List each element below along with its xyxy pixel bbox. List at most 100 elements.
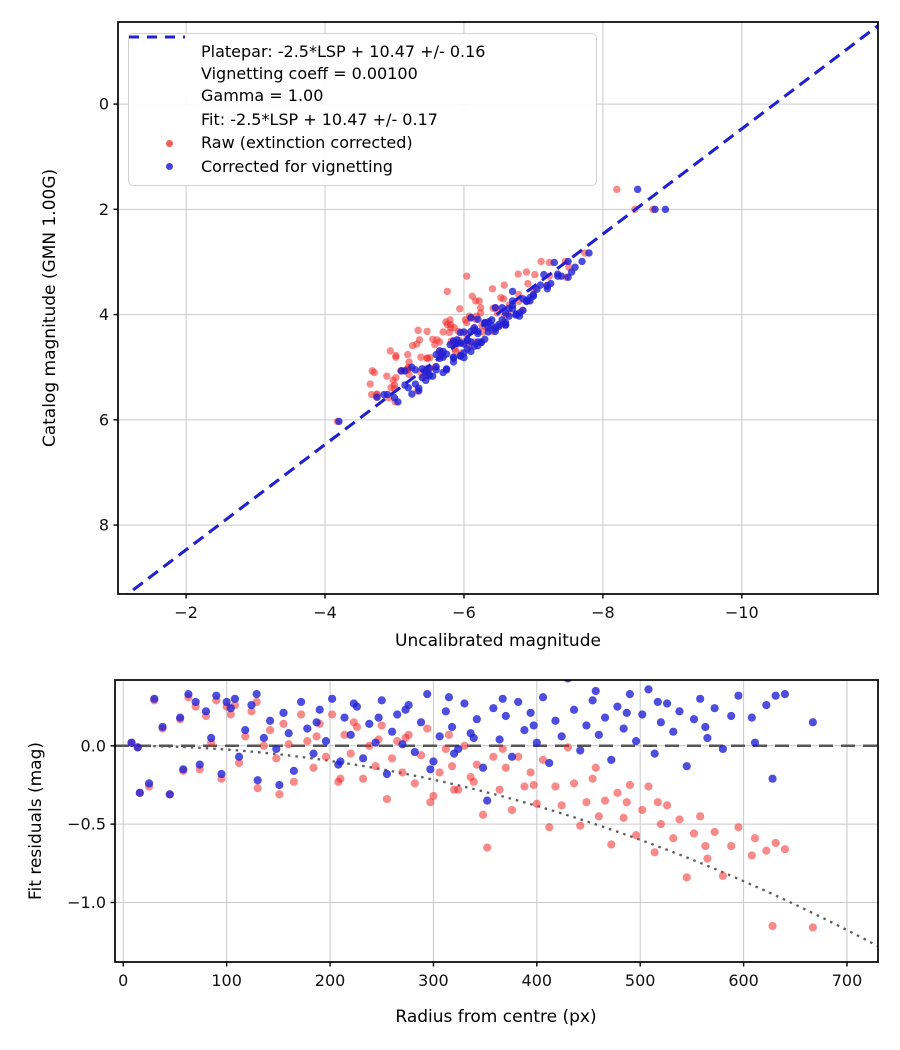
raw-residual-point xyxy=(226,710,235,719)
corrected-residual-point xyxy=(638,710,647,719)
corrected-data-point xyxy=(505,312,513,320)
corrected-data-point xyxy=(494,320,503,329)
raw-residual-point xyxy=(416,751,426,760)
corrected-residual-point xyxy=(145,779,154,788)
corrected-data-point xyxy=(529,292,538,300)
raw-residual-point xyxy=(444,730,454,739)
corrected-residual-point xyxy=(191,697,200,707)
corrected-data-point xyxy=(390,394,399,402)
raw-data-point xyxy=(435,338,444,346)
corrected-data-point xyxy=(373,393,381,401)
x-tick-label: −6 xyxy=(452,603,476,622)
y-tick-label: 8 xyxy=(99,516,109,535)
corrected-residual-point xyxy=(359,754,368,763)
raw-residual-point xyxy=(750,834,760,843)
plot-content-group xyxy=(115,680,878,948)
raw-residual-point xyxy=(594,812,603,821)
y-tick-label: 2 xyxy=(99,200,109,219)
raw-residual-point xyxy=(689,829,699,838)
corrected-residual-point xyxy=(393,710,402,719)
raw-residual-point xyxy=(569,779,579,788)
raw-residual-point xyxy=(404,730,413,739)
corrected-residual-point xyxy=(576,746,585,755)
corrected-residual-point xyxy=(734,691,743,700)
corrected-data-point xyxy=(383,390,392,399)
raw-data-point xyxy=(537,257,545,266)
raw-residual-point xyxy=(650,848,659,857)
raw-residual-point xyxy=(241,732,250,741)
corrected-data-point xyxy=(467,347,475,356)
corrected-residual-point xyxy=(551,716,560,725)
raw-data-point xyxy=(497,294,505,302)
corrected-residual-point xyxy=(514,697,523,707)
raw-residual-point xyxy=(653,798,662,807)
corrected-data-point xyxy=(453,336,461,344)
corrected-residual-point xyxy=(165,790,174,799)
x-tick-label: 200 xyxy=(315,971,346,990)
raw-residual-point xyxy=(529,780,538,790)
corrected-residual-point xyxy=(710,704,719,713)
raw-residual-point xyxy=(346,749,355,758)
raw-residual-point xyxy=(469,777,478,786)
x-tick-label: 300 xyxy=(418,971,449,990)
legend: Platepar: -2.5*LSP + 10.47 +/- 0.16 Vign… xyxy=(128,33,597,186)
corrected-data-point xyxy=(411,380,420,388)
corrected-data-point xyxy=(401,367,409,375)
corrected-residual-point xyxy=(435,732,444,741)
raw-data-point xyxy=(524,279,532,288)
raw-residual-point xyxy=(489,752,498,761)
corrected-residual-point xyxy=(404,700,413,710)
raw-data-point xyxy=(439,328,447,336)
raw-residual-point xyxy=(588,774,597,783)
y-tick-label: −0.5 xyxy=(67,815,106,834)
raw-residual-point xyxy=(352,722,362,732)
corrected-residual-point xyxy=(234,752,244,761)
corrected-residual-point xyxy=(656,718,665,727)
raw-residual-point xyxy=(703,854,712,863)
raw-residual-point xyxy=(359,774,368,783)
corrected-residual-point xyxy=(296,697,306,707)
corrected-residual-point xyxy=(176,713,185,722)
raw-residual-point xyxy=(441,744,450,754)
raw-residual-point xyxy=(435,768,444,777)
corrected-residual-point xyxy=(501,711,510,721)
vignetting-model-curve xyxy=(123,744,878,948)
x-tick-label: 100 xyxy=(211,971,242,990)
corrected-residual-point xyxy=(252,690,261,699)
axes-spine xyxy=(117,21,879,595)
fit-label: Fit: -2.5*LSP + 10.47 +/- 0.17 xyxy=(201,109,438,129)
raw-residual-point xyxy=(762,846,771,855)
corrected-data-point xyxy=(491,304,499,312)
raw-data-point xyxy=(408,341,417,350)
raw-residual-point xyxy=(259,741,268,750)
raw-residual-point xyxy=(675,815,684,824)
raw-residual-point xyxy=(387,754,397,763)
corrected-data-point xyxy=(508,287,517,296)
corrected-data-point xyxy=(501,320,510,329)
legend-entry-platepar-text: Platepar: -2.5*LSP + 10.47 +/- 0.16 Vign… xyxy=(201,41,485,107)
corrected-residual-point xyxy=(489,704,498,713)
corrected-data-point xyxy=(404,384,413,392)
corrected-data-point xyxy=(411,366,420,374)
corrected-residual-point xyxy=(701,722,710,732)
corrected-residual-point xyxy=(750,738,760,747)
legend-entry-raw: Raw (extinction corrected) xyxy=(137,132,586,154)
corrected-data-point xyxy=(335,417,343,426)
raw-residual-point xyxy=(526,768,535,777)
raw-residual-point xyxy=(410,779,419,788)
corrected-data-point xyxy=(470,326,479,335)
raw-residual-point xyxy=(303,737,312,746)
corrected-residual-point xyxy=(460,699,469,708)
corrected-residual-point xyxy=(538,693,548,702)
corrected-residual-point xyxy=(312,718,321,727)
corrected-data-point xyxy=(467,314,475,322)
corrected-residual-point xyxy=(279,708,288,718)
corrected-data-point xyxy=(547,279,555,288)
raw-data-point xyxy=(389,376,397,385)
raw-residual-point xyxy=(551,782,560,791)
raw-residual-point xyxy=(669,834,678,843)
y-tick-label: −1.0 xyxy=(67,893,106,912)
corrected-data-point xyxy=(484,324,492,332)
corrected-data-point xyxy=(449,353,458,361)
corrected-data-point xyxy=(515,312,524,320)
